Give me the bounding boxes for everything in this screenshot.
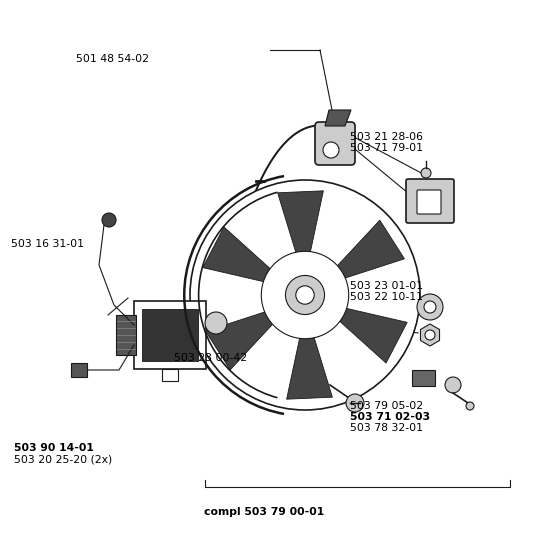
Polygon shape xyxy=(162,369,178,381)
Text: 503 71 02-03: 503 71 02-03 xyxy=(350,412,430,422)
Text: 501 48 54-02: 501 48 54-02 xyxy=(76,54,148,64)
Circle shape xyxy=(445,377,461,393)
Text: 503 79 05-02: 503 79 05-02 xyxy=(350,401,423,411)
Text: 503 90 14-01: 503 90 14-01 xyxy=(14,443,94,453)
Text: compl 503 79 00-01: compl 503 79 00-01 xyxy=(204,507,325,517)
Polygon shape xyxy=(340,309,407,363)
Circle shape xyxy=(417,294,443,320)
FancyBboxPatch shape xyxy=(116,315,136,356)
Circle shape xyxy=(190,180,420,410)
Circle shape xyxy=(425,330,435,340)
Circle shape xyxy=(424,301,436,313)
Circle shape xyxy=(346,394,364,412)
FancyBboxPatch shape xyxy=(417,190,441,214)
Polygon shape xyxy=(203,227,270,282)
Polygon shape xyxy=(338,220,404,278)
Text: 503 21 28-06: 503 21 28-06 xyxy=(350,132,423,142)
Circle shape xyxy=(262,251,349,339)
Polygon shape xyxy=(206,312,273,370)
Text: 503 23 00-42: 503 23 00-42 xyxy=(174,353,247,363)
Text: 503 78 32-01: 503 78 32-01 xyxy=(350,423,423,433)
Polygon shape xyxy=(287,338,333,399)
Polygon shape xyxy=(421,324,440,346)
FancyBboxPatch shape xyxy=(142,309,198,361)
Text: 503 22 10-11: 503 22 10-11 xyxy=(350,292,423,302)
FancyBboxPatch shape xyxy=(315,122,355,165)
Polygon shape xyxy=(412,370,435,386)
Circle shape xyxy=(205,312,227,334)
Circle shape xyxy=(466,402,474,410)
FancyBboxPatch shape xyxy=(134,301,206,369)
Text: 503 16 31-01: 503 16 31-01 xyxy=(11,239,84,249)
FancyBboxPatch shape xyxy=(71,363,87,377)
Text: 503 20 25-20 (2x): 503 20 25-20 (2x) xyxy=(14,454,112,464)
Polygon shape xyxy=(325,110,351,126)
Circle shape xyxy=(102,213,116,227)
Circle shape xyxy=(286,276,325,315)
Circle shape xyxy=(323,142,339,158)
Circle shape xyxy=(296,286,314,304)
FancyBboxPatch shape xyxy=(406,179,454,223)
Polygon shape xyxy=(278,191,323,252)
Text: 503 23 01-01: 503 23 01-01 xyxy=(350,281,423,291)
Text: 503 71 79-01: 503 71 79-01 xyxy=(350,143,423,153)
Circle shape xyxy=(421,168,431,178)
